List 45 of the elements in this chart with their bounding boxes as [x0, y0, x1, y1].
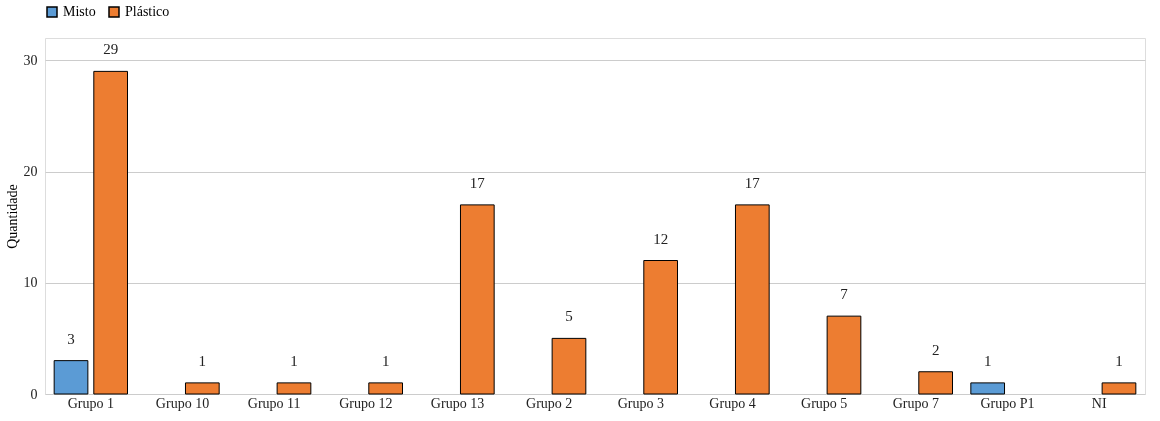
bar	[734, 204, 770, 395]
x-tick-label: NI	[1091, 395, 1107, 411]
legend-label: Plástico	[125, 4, 170, 19]
data-label: 3	[67, 330, 75, 347]
data-label: 1	[198, 352, 207, 369]
y-tick-label: 30	[23, 52, 38, 68]
data-label: 1	[290, 352, 298, 369]
y-tick-label: 10	[23, 275, 38, 291]
data-label: 12	[653, 230, 669, 247]
y-tick-label: 0	[30, 386, 38, 402]
bar	[276, 382, 312, 395]
bar	[184, 382, 220, 395]
x-tick-label: Grupo 3	[617, 395, 664, 411]
bar	[53, 360, 89, 395]
x-tick-label: Grupo 10	[155, 395, 210, 411]
bar	[368, 382, 403, 395]
data-label: 1	[983, 352, 992, 369]
bar	[918, 371, 953, 395]
x-tick-label: Grupo 11	[247, 395, 301, 411]
x-tick-label: Grupo P1	[980, 395, 1035, 411]
bar	[459, 204, 495, 395]
bar	[93, 70, 128, 395]
x-tick-label: Grupo 5	[801, 395, 848, 411]
x-tick-label: Grupo 12	[339, 395, 393, 411]
bar	[970, 382, 1006, 395]
x-tick-label: Grupo 4	[709, 395, 756, 411]
data-label: 2	[931, 341, 940, 358]
bar	[826, 315, 862, 395]
x-tick-label: Grupo 13	[430, 395, 485, 411]
x-tick-label: Grupo 2	[526, 395, 573, 411]
bar	[1101, 382, 1137, 395]
data-label: 29	[103, 41, 119, 58]
y-axis-title: Quantidade	[4, 184, 20, 249]
data-label: 7	[840, 286, 849, 303]
data-label: 5	[565, 308, 573, 325]
legend-label: Misto	[63, 4, 96, 19]
y-tick-label: 20	[23, 164, 38, 179]
x-tick-label: Grupo 1	[67, 395, 114, 411]
bar	[643, 260, 678, 395]
data-label: 1	[1115, 352, 1123, 369]
bar	[551, 337, 587, 395]
data-label: 17	[469, 174, 486, 191]
x-tick-label: Grupo 7	[892, 395, 939, 411]
data-label: 1	[381, 352, 390, 369]
data-label: 17	[744, 174, 761, 191]
